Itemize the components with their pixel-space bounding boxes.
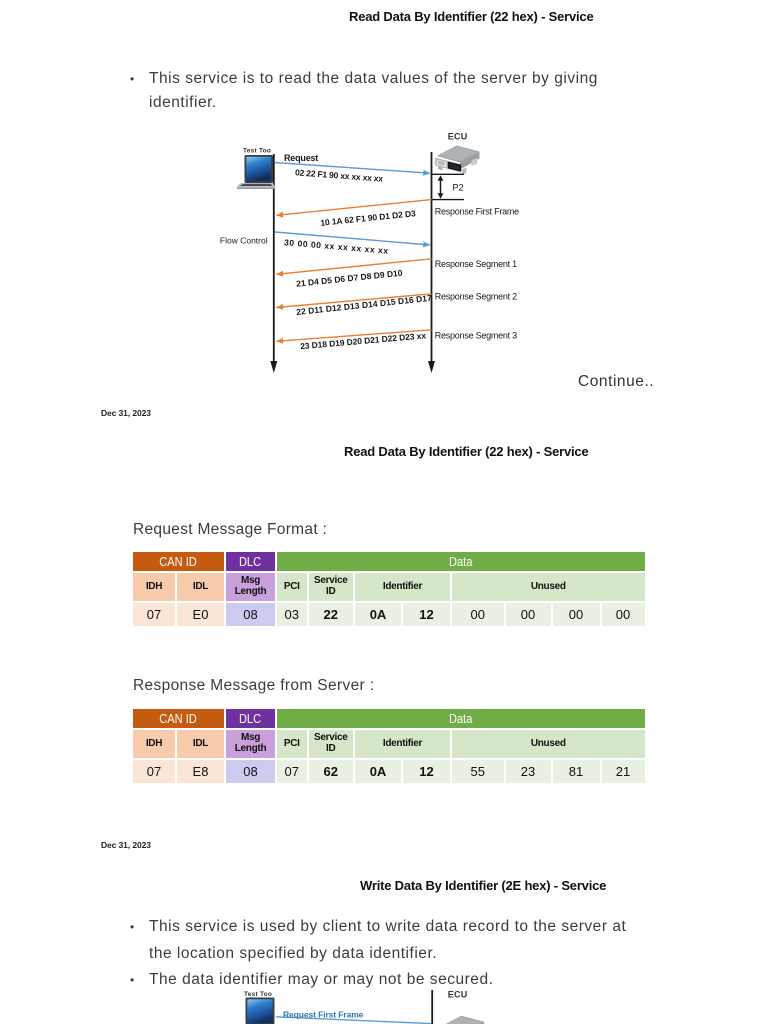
svg-text:ECU: ECU <box>448 990 468 1000</box>
svg-text:Flow Control: Flow Control <box>220 236 268 246</box>
svg-text:P2: P2 <box>453 183 464 193</box>
svg-text:Response Segment 3: Response Segment 3 <box>435 330 517 340</box>
svg-text:22 D11 D12 D13 D14 D15 D16 D17: 22 D11 D12 D13 D14 D15 D16 D17 <box>296 293 433 317</box>
svg-text:Test Too: Test Too <box>243 148 271 155</box>
svg-text:Response Segment 1: Response Segment 1 <box>435 259 517 269</box>
svg-text:10 1A 62 F1 90 D1 D2 D3: 10 1A 62 F1 90 D1 D2 D3 <box>320 208 417 228</box>
svg-text:Response Segment 2: Response Segment 2 <box>435 291 517 301</box>
svg-text:Response First Frame: Response First Frame <box>435 206 519 216</box>
svg-text:Request First Frame: Request First Frame <box>283 1010 364 1020</box>
svg-text:23 D18 D19 D20 D21 D22 D23 xx: 23 D18 D19 D20 D21 D22 D23 xx <box>300 330 427 351</box>
svg-text:Test Too: Test Too <box>244 991 272 998</box>
svg-text:ECU: ECU <box>448 132 468 142</box>
svg-text:Request: Request <box>284 153 318 163</box>
